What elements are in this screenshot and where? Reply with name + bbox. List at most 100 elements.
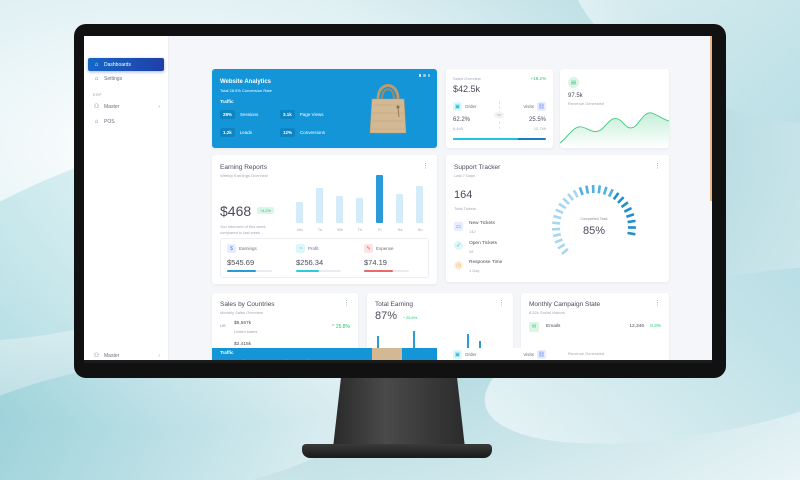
more-options-icon[interactable]: ⋮	[343, 300, 350, 307]
earning-note: compared to last week	[220, 230, 261, 235]
chevron-right-icon: ›	[158, 352, 160, 359]
card-title: Earning Reports	[220, 164, 267, 171]
wallet-icon: ▤	[568, 77, 579, 88]
new-tickets-label: New Tickets	[469, 221, 495, 226]
carousel-dot[interactable]	[418, 74, 421, 77]
sidebar-item-label: Dashboards	[104, 61, 131, 68]
total-tickets-label: Total Tickets	[454, 206, 477, 211]
earning-change-badge: +4.2%	[257, 207, 274, 214]
sales-change: +18.2%	[530, 76, 546, 81]
card-subtitle: Total 28.5% Conversion Rate	[220, 88, 272, 93]
card-title: Support Tracker	[454, 164, 501, 171]
new-tickets-value: 142	[469, 229, 476, 234]
visits-percent: 25.5%	[528, 117, 546, 123]
sidebar-item-settings[interactable]: ⌂ Settings	[88, 72, 164, 85]
sidebar-item-label: Settings	[104, 75, 123, 82]
revenue-label: Revenue Generated	[568, 101, 605, 106]
total-tickets-value: 164	[454, 189, 473, 201]
card-subtitle: Last 7 Days	[454, 173, 476, 178]
axis-label: We	[337, 227, 343, 232]
bar-we	[336, 196, 343, 223]
axis-label: Fr	[378, 227, 382, 232]
gauge-label: Completed Task	[580, 217, 608, 221]
bar-th	[356, 198, 363, 223]
bar-fr	[376, 175, 383, 223]
country-name: United states	[234, 329, 258, 334]
overlay-revenue-strip: Revenue Generated	[560, 348, 669, 363]
carousel-dot[interactable]	[427, 74, 430, 77]
gauge-value: 85%	[582, 225, 606, 237]
more-options-icon[interactable]: ⋮	[422, 163, 429, 170]
axis-label: Tu	[317, 227, 323, 232]
axis-label: Th	[357, 227, 363, 232]
visits-label: Visits	[523, 104, 534, 109]
dashboard-screen: ⌂ Dashboards ⌂ Settings ERP ⚇ Master › ⌂…	[84, 36, 712, 363]
more-options-icon[interactable]: ⋮	[654, 163, 661, 170]
flag-icon: US	[220, 323, 226, 328]
order-label: Order	[465, 104, 477, 109]
open-tickets-label: Open Tickets	[469, 241, 497, 246]
sidebar-item-master[interactable]: ⚇ Master ›	[88, 100, 164, 113]
pie-chart-icon: ◔	[296, 244, 305, 253]
earning-summary-box: $ Earnings $545.69 ◔ Profit $256.34 ✎ Ex…	[220, 238, 429, 278]
more-options-icon[interactable]: ⋮	[498, 300, 505, 307]
overlay-sales-strip: ▣ Order Visits ⛓	[446, 348, 553, 363]
more-options-icon[interactable]: ⋮	[654, 300, 661, 307]
overlay-traffic-label: Traffic	[220, 350, 234, 355]
visits-count: 12,749	[533, 126, 546, 131]
card-title: Website Analytics	[220, 79, 272, 85]
mail-icon: ✉	[529, 322, 539, 332]
home-icon: ⌂	[94, 118, 99, 125]
dollar-icon: $	[227, 244, 236, 253]
sidebar-section-label: ERP	[93, 92, 103, 97]
revenue-area-chart	[560, 112, 669, 148]
sidebar-item-label: Master	[104, 103, 120, 110]
screen-edge-accent	[710, 36, 712, 201]
users-icon: ⚇	[93, 353, 100, 359]
sales-overview-card: Sales Overview +18.2% $42.5k ▣ Order 62.…	[446, 69, 553, 148]
stat-sessions: 28% Sessions	[220, 110, 258, 119]
carousel-dot[interactable]	[423, 74, 426, 77]
order-progress-fill	[453, 138, 519, 140]
card-subtitle: Monthly Sales Overview	[220, 310, 263, 315]
earning-bar	[377, 336, 379, 356]
total-earning-value: 87%	[375, 310, 398, 322]
card-title: Monthly Campaign State	[529, 301, 601, 308]
campaign-row-value: 12,346	[629, 324, 644, 329]
completed-task-gauge	[551, 184, 637, 255]
clock-icon: ◷	[454, 261, 463, 270]
website-analytics-card: Website Analytics Total 28.5% Conversion…	[212, 69, 437, 148]
sidebar-item-pos[interactable]: ⌂ POS	[88, 115, 164, 128]
sidebar-item-dashboards[interactable]: ⌂ Dashboards	[88, 58, 164, 71]
sidebar-item-label: POS	[104, 118, 115, 125]
bar-mo	[296, 202, 303, 223]
chevron-right-icon: ›	[158, 103, 160, 110]
stat-page-views: 3.1k Page Views	[280, 110, 323, 119]
earning-bar	[467, 334, 469, 356]
country-amount: $2,415k	[234, 342, 252, 347]
weekly-earnings-bar-chart	[296, 175, 432, 223]
home-icon: ⌂	[94, 75, 99, 82]
country-amount: $8,567k	[234, 321, 252, 326]
cart-icon: ▣	[453, 350, 462, 359]
sales-overview-label: Sales Overview	[453, 76, 481, 81]
support-tracker-card: Support Tracker Last 7 Days ⋮ 164 Total …	[446, 155, 669, 282]
carousel-dots[interactable]	[418, 74, 430, 77]
open-tickets-value: 28	[469, 249, 474, 254]
cart-icon: ▣	[453, 102, 462, 111]
handbag-image	[369, 84, 407, 134]
sidebar-item-master-bottom[interactable]: ⚇ Master ›	[88, 349, 164, 362]
sales-value: $42.5k	[453, 84, 481, 94]
order-visits-progress	[453, 138, 546, 140]
order-count: 6,440	[453, 126, 464, 131]
axis-label: Mo	[297, 227, 303, 232]
response-time-label: Response Time	[469, 260, 503, 265]
ticket-icon: ▭	[454, 222, 463, 231]
vs-badge: VS	[494, 112, 504, 118]
link-icon: ⛓	[537, 350, 546, 359]
users-icon: ⚇	[93, 104, 100, 110]
card-subtitle: 8.52k Social Visitors	[529, 310, 565, 315]
bar-tu	[316, 188, 323, 223]
order-percent: 62.2%	[453, 117, 471, 123]
stat-conversions: 12% Conversions	[280, 128, 325, 137]
